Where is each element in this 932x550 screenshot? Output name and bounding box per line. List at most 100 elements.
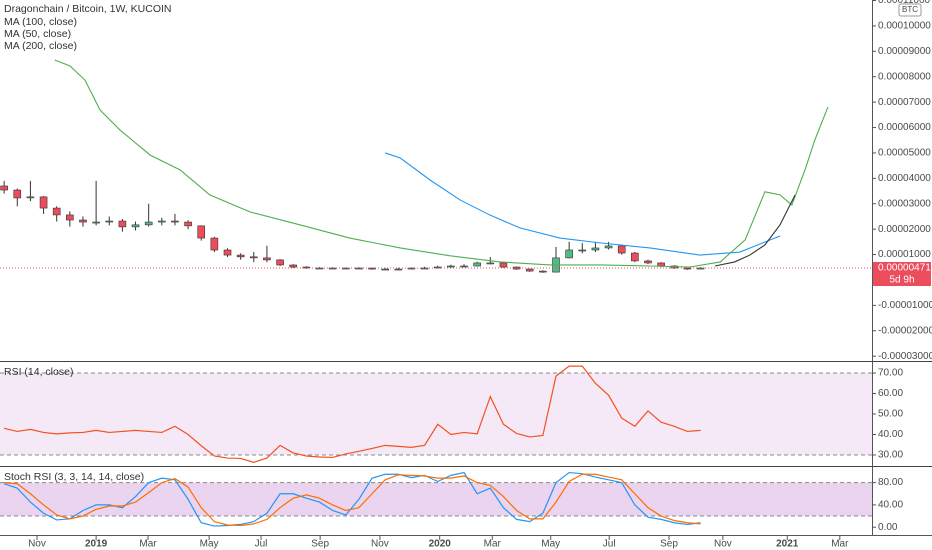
x-tick-label: Nov — [714, 539, 732, 550]
y-tick-label: 0.00002000 — [878, 224, 931, 235]
candle-body — [617, 245, 626, 254]
x-tick-label: 2021 — [776, 539, 799, 550]
y-tick-label: 80.00 — [878, 477, 903, 488]
y-tick-label: 0.00001000 — [878, 249, 931, 260]
y-tick-label: 0.00005000 — [878, 148, 931, 159]
pane-title: Stoch RSI (3, 3, 14, 14, close) — [4, 471, 144, 483]
y-tick-label: -0.00002000 — [878, 325, 932, 336]
candle-body — [223, 249, 232, 256]
x-tick-label: May — [200, 539, 219, 550]
candle-body — [52, 207, 61, 216]
candle-body — [473, 262, 481, 267]
x-tick-label: 2019 — [85, 539, 108, 550]
candle-body — [158, 220, 166, 223]
y-tick-label: 0.00 — [878, 522, 898, 533]
candle-body — [394, 268, 403, 271]
candle-body — [105, 220, 114, 223]
candle-body — [539, 270, 547, 273]
candle-body — [0, 185, 8, 191]
candle-body — [578, 249, 587, 252]
x-tick-label: 2020 — [429, 539, 452, 550]
candle-body — [26, 196, 35, 199]
x-tick-label: Mar — [139, 539, 157, 550]
countdown-box — [873, 274, 931, 287]
y-tick-label: 0.00011000 — [878, 0, 931, 6]
candle-body — [144, 221, 153, 226]
indicator-line — [4, 365, 701, 463]
candle-body — [39, 196, 48, 209]
y-tick-label: 50.00 — [878, 409, 903, 420]
y-tick-label: -0.00003000 — [878, 351, 932, 362]
candle-body — [263, 257, 271, 261]
candle-body — [460, 265, 468, 268]
last-price-label: 0.00000471 — [878, 263, 931, 274]
y-tick-label: 40.00 — [878, 500, 903, 511]
y-tick-label: 0.00010000 — [878, 21, 931, 32]
y-tick-label: 0.00006000 — [878, 122, 931, 133]
y-tick-label: 0.00003000 — [878, 198, 931, 209]
last-price-box — [873, 262, 931, 275]
candle-body — [486, 262, 495, 265]
ma-line — [714, 194, 796, 267]
indicator-line — [4, 473, 701, 527]
pane-title: RSI (14, close) — [4, 366, 73, 378]
band — [0, 373, 872, 455]
candle-body — [355, 267, 363, 270]
candle-body — [696, 267, 705, 270]
y-tick-label: 0.00007000 — [878, 97, 931, 108]
candle-body — [66, 214, 74, 221]
x-tick-label: Mar — [484, 539, 502, 550]
candle-body — [197, 225, 206, 239]
candle-body — [92, 221, 100, 224]
ma-line — [54, 59, 829, 268]
y-tick-label: 30.00 — [878, 450, 903, 461]
candle-body — [499, 262, 508, 268]
candle-body — [565, 249, 573, 259]
candle-body — [236, 254, 245, 258]
candle-body — [315, 267, 324, 270]
candle-body — [657, 262, 665, 267]
candle-body — [289, 264, 298, 268]
y-tick-label: 40.00 — [878, 429, 903, 440]
legend-entry: MA (100, close) — [4, 16, 77, 28]
candle-body — [604, 245, 613, 249]
currency-box — [898, 3, 922, 17]
candle-body — [276, 259, 284, 266]
candle-body — [447, 265, 455, 268]
currency: BTC — [902, 5, 918, 14]
pane — [0, 180, 872, 273]
candle-body — [249, 256, 258, 259]
x-tick-label: Sep — [311, 539, 329, 550]
candle-body — [644, 260, 652, 264]
y-tick-label: 70.00 — [878, 368, 903, 379]
x-tick-label: Jul — [603, 539, 616, 550]
x-tick-label: Jul — [255, 539, 268, 550]
x-tick-label: Sep — [660, 539, 678, 550]
candle-body — [381, 268, 389, 271]
pane — [0, 482, 872, 517]
candle-body — [328, 267, 337, 270]
legend-entry: MA (200, close) — [4, 40, 77, 52]
candle-body — [13, 189, 22, 199]
x-tick-label: Nov — [371, 539, 389, 550]
pane — [0, 372, 872, 456]
candle-body — [171, 220, 179, 223]
y-tick-label: 0.00009000 — [878, 46, 931, 57]
y-tick-label: -0.00001000 — [878, 300, 932, 311]
countdown: 5d 9h — [889, 275, 914, 286]
candle-body — [525, 268, 534, 272]
x-tick-label: May — [541, 539, 560, 550]
y-tick-label: 0.00008000 — [878, 71, 931, 82]
candle-body — [79, 219, 87, 223]
candle-body — [420, 267, 429, 270]
legend-entry: MA (50, close) — [4, 28, 71, 40]
band — [0, 482, 872, 517]
y-tick-label: 0.00004000 — [878, 173, 931, 184]
candle-body — [131, 224, 140, 228]
ma-line — [385, 152, 781, 256]
x-tick-label: Nov — [28, 539, 46, 550]
candle-body — [591, 247, 600, 251]
